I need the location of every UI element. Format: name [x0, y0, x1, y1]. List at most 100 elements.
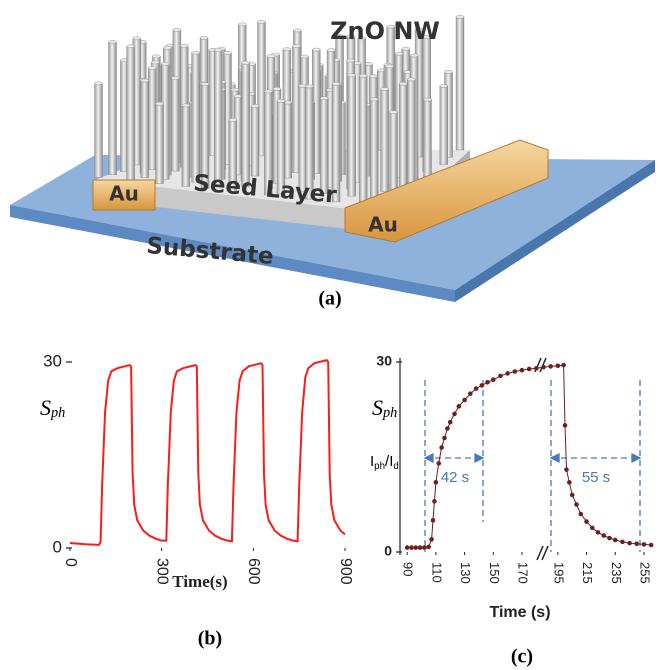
nanowire-top: [381, 87, 389, 90]
x-tick-label: 195: [551, 562, 566, 584]
nanowire-top: [224, 51, 232, 54]
point: [534, 366, 539, 371]
point: [613, 538, 618, 543]
nanowire-top: [386, 65, 394, 68]
nanowire: [109, 42, 117, 175]
nanowire: [156, 104, 164, 184]
nanowire-top: [320, 97, 328, 100]
nanowire: [148, 68, 156, 170]
nanowire-top: [148, 66, 156, 69]
nanowire: [320, 98, 328, 193]
nanowire-top: [359, 74, 367, 77]
nanowire-top: [229, 118, 237, 121]
nanowire-top: [407, 78, 415, 81]
point: [642, 542, 647, 547]
arrowhead: [475, 454, 483, 462]
x-tick-label: 300: [153, 558, 170, 585]
point: [564, 467, 569, 472]
nanowire-top: [348, 74, 356, 77]
nanowire-top: [201, 82, 209, 85]
nanowire-top: [251, 104, 259, 107]
point: [520, 368, 525, 373]
nanowire: [456, 17, 464, 150]
point: [429, 537, 434, 542]
point: [405, 545, 410, 550]
diagram: ZnO NW Seed Layer Au Au Substrate (a): [10, 15, 655, 309]
subscript: d: [393, 461, 398, 472]
nanowire-top: [312, 48, 320, 51]
nanowire-top: [200, 36, 208, 39]
nanowire-top: [292, 45, 300, 48]
point: [607, 536, 612, 541]
caption: (b): [198, 628, 222, 650]
point: [452, 412, 457, 417]
point: [434, 480, 439, 485]
nanowire-top: [440, 84, 448, 87]
nanowire: [381, 89, 389, 191]
nanowire-top: [238, 23, 246, 26]
label: Au: [109, 182, 139, 206]
y-tick-label: 0: [53, 537, 62, 556]
nanowire-top: [242, 61, 250, 64]
point: [442, 436, 447, 441]
label: Au: [368, 213, 398, 237]
x-axis-label: Time (s): [489, 604, 550, 621]
nanowire: [251, 106, 259, 176]
point: [426, 545, 431, 550]
nanowire-top: [151, 61, 159, 64]
nanowire: [440, 86, 448, 165]
point: [596, 530, 601, 535]
nanowire: [399, 84, 407, 201]
nanowire-top: [369, 75, 377, 78]
arrowhead: [632, 454, 640, 462]
point: [431, 518, 436, 523]
subscript: ph: [374, 461, 385, 472]
nanowire-top: [267, 54, 275, 57]
nanowire-top: [332, 82, 340, 85]
nanowire-top: [301, 55, 309, 58]
nanowire-top: [182, 104, 190, 107]
point: [601, 533, 606, 538]
point: [479, 383, 484, 388]
point: [448, 420, 453, 425]
x-tick-label: 170: [516, 562, 531, 584]
nanowire: [171, 78, 179, 171]
point: [505, 371, 510, 376]
nanowire: [424, 100, 432, 179]
point: [620, 540, 625, 545]
point: [491, 377, 496, 382]
point: [432, 499, 437, 504]
nanowire-top: [347, 59, 355, 62]
arrowhead: [551, 454, 559, 462]
point: [541, 365, 546, 370]
x-tick-label: 900: [337, 558, 354, 585]
nanowire-top: [293, 29, 301, 32]
nanowire-top: [171, 76, 179, 79]
point: [548, 364, 553, 369]
point: [462, 398, 467, 403]
nanowire-top: [327, 49, 335, 52]
y-tick-label: 0: [384, 543, 392, 559]
nanowire-top: [192, 51, 200, 54]
x-tick-label: 600: [245, 558, 262, 585]
point: [485, 380, 490, 385]
point: [413, 545, 418, 550]
nanowire-top: [390, 111, 398, 114]
x-tick-label: 0: [62, 558, 79, 567]
nanowire-top: [95, 82, 103, 85]
nanowire: [141, 81, 149, 178]
nanowire: [242, 63, 250, 187]
x-tick-label: 235: [609, 562, 624, 584]
axis-break: [535, 358, 548, 560]
label: ZnO NW: [330, 17, 440, 45]
nanowire-top: [231, 88, 239, 91]
charts: 0300300600900Time(s)(b)Sph03090110130150…: [40, 351, 653, 667]
caption: (a): [318, 288, 341, 310]
y-axis-label: Sph: [372, 395, 397, 421]
point: [457, 404, 462, 409]
nanowire-top: [410, 54, 418, 57]
series-line: [70, 360, 345, 545]
label-part: /I: [385, 453, 393, 470]
y-tick-label: 30: [376, 353, 392, 369]
